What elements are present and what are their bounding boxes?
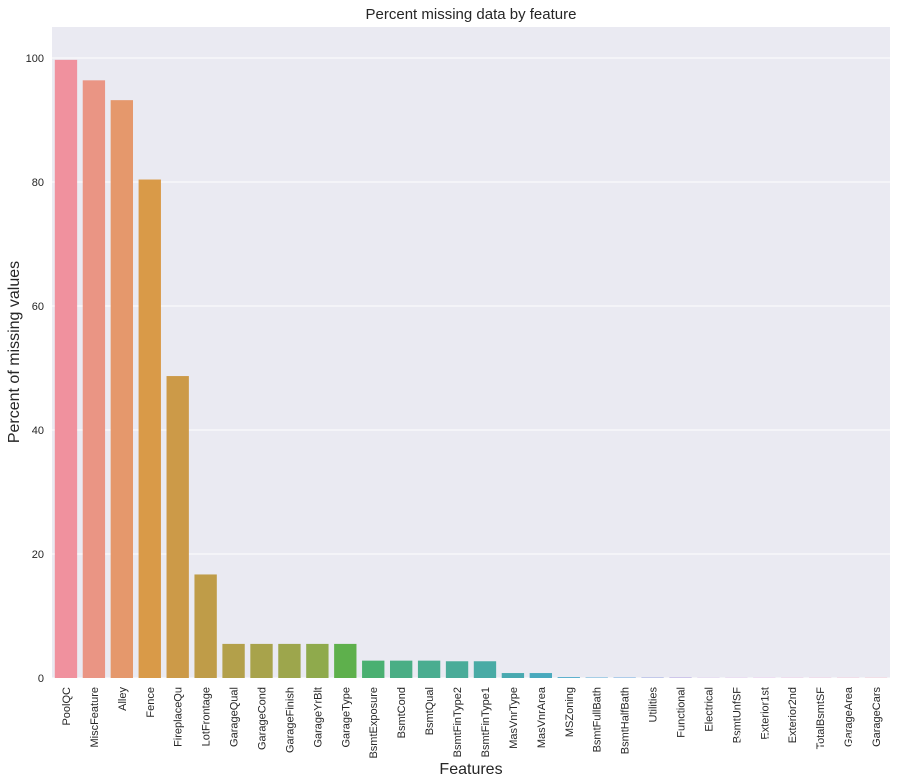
- bar-masvnrtype: [501, 673, 525, 678]
- x-tick-label: Exterior2nd: [787, 687, 799, 743]
- x-tick-label: TotalBsmtSF: [815, 687, 827, 750]
- watermark: 知乎 @方翔: [736, 732, 874, 762]
- bar-garagefinish: [278, 643, 301, 678]
- x-tick-label: Functional: [676, 687, 688, 738]
- bar-fence: [138, 179, 161, 678]
- bar-bsmtqual: [417, 660, 441, 678]
- bar-bsmtcond: [389, 660, 413, 678]
- x-tick-label: GarageType: [340, 687, 352, 748]
- y-axis-title: Percent of missing values: [6, 261, 23, 443]
- x-tick-label: BsmtHalfBath: [620, 687, 632, 754]
- x-tick-label: MasVnrType: [508, 687, 520, 749]
- x-tick-label: MSZoning: [564, 687, 576, 737]
- x-tick-label: BsmtFullBath: [592, 687, 604, 752]
- x-tick-label: GarageArea: [843, 686, 855, 747]
- bar-garageyrblt: [306, 643, 329, 678]
- x-tick-label: PoolQC: [61, 687, 73, 726]
- x-tick-label: FireplaceQu: [173, 687, 185, 747]
- bar-bsmtfintype2: [445, 661, 469, 678]
- x-tick-label: GarageFinish: [284, 687, 296, 753]
- x-tick-label: Alley: [117, 687, 129, 711]
- bar-garagequal: [222, 643, 245, 678]
- x-tick-label: MasVnrArea: [536, 686, 548, 748]
- bar-poolqc: [54, 59, 78, 679]
- bar-masvnrarea: [529, 673, 553, 678]
- x-tick-label: BsmtCond: [396, 687, 408, 738]
- gridlines: [52, 57, 890, 679]
- x-tick-label: BsmtFinType1: [480, 687, 492, 757]
- y-tick-labels: 0 20 40 60 80 100: [26, 53, 44, 685]
- x-tick-label: MiscFeature: [89, 687, 101, 748]
- x-tick-label: GarageYrBlt: [312, 687, 324, 748]
- x-tick-label: Fence: [145, 687, 157, 718]
- bar-bsmtexposure: [362, 660, 385, 678]
- x-tick-label: BsmtFinType2: [452, 687, 464, 757]
- x-tick-label: GarageCars: [871, 687, 883, 747]
- x-tick-label: GarageQual: [229, 687, 241, 747]
- bar-alley: [110, 100, 134, 678]
- y-tick-label: 0: [38, 673, 44, 685]
- y-tick-label: 20: [32, 549, 44, 561]
- x-tick-label: Utilities: [648, 687, 660, 723]
- y-tick-label: 60: [32, 301, 44, 313]
- x-tick-label: BsmtExposure: [368, 687, 380, 759]
- bar-bsmtfintype1: [473, 661, 497, 678]
- bar-lotfrontage: [194, 574, 217, 678]
- x-tick-label: Exterior1st: [759, 687, 771, 740]
- x-tick-label: GarageCond: [257, 687, 269, 750]
- bar-fireplacequ: [166, 376, 189, 678]
- bar-miscfeature: [82, 80, 106, 678]
- bar-garagecond: [250, 643, 273, 678]
- x-tick-label: Electrical: [703, 687, 715, 732]
- x-tick-label: LotFrontage: [201, 687, 213, 746]
- x-tick-label: BsmtUnfSF: [731, 687, 743, 744]
- x-tick-label: BsmtQual: [424, 687, 436, 735]
- y-tick-label: 100: [26, 53, 44, 65]
- bars: [54, 59, 888, 679]
- plot-area: [52, 27, 890, 678]
- x-tick-labels: PoolQC MiscFeature Alley Fence FireplaceQu Lo…: [61, 686, 883, 758]
- chart-title: Percent missing data by feature: [366, 6, 577, 23]
- y-tick-label: 80: [32, 177, 44, 189]
- x-axis-title: Features: [439, 761, 502, 778]
- bar-garagetype: [334, 643, 357, 678]
- bar-mszoning: [557, 677, 580, 678]
- y-tick-label: 40: [32, 425, 44, 437]
